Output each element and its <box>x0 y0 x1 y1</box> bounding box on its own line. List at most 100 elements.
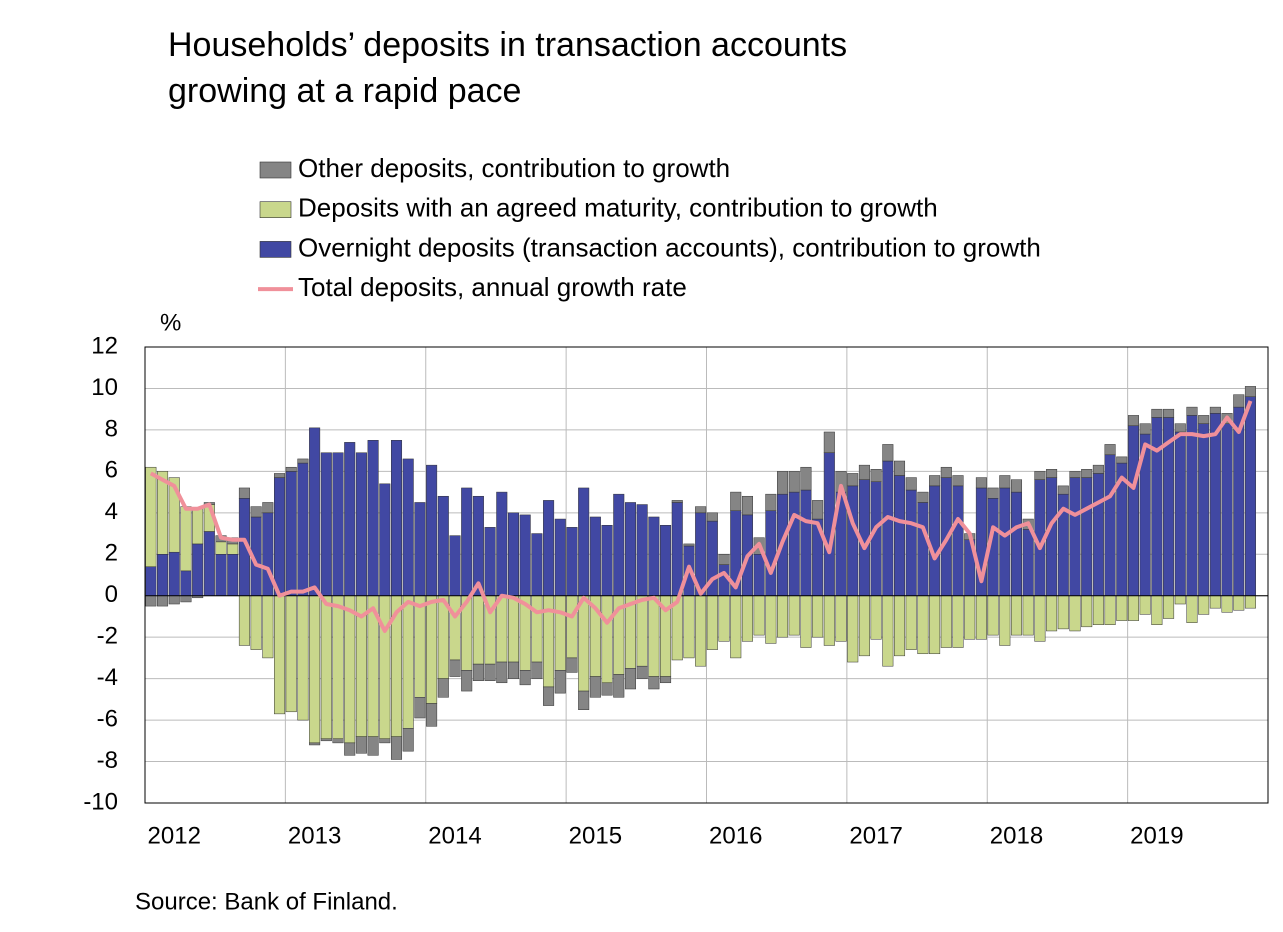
bar <box>461 670 473 692</box>
bar <box>355 736 367 754</box>
bar <box>1104 454 1116 596</box>
bar <box>157 471 169 555</box>
bar <box>1057 595 1069 630</box>
bar <box>1233 595 1245 611</box>
bar <box>1209 413 1221 596</box>
bar <box>578 595 590 692</box>
bar <box>1151 595 1163 625</box>
bar <box>894 475 906 596</box>
bar <box>1010 491 1023 596</box>
bar <box>461 487 473 596</box>
bar <box>765 493 777 511</box>
bar <box>1069 471 1081 478</box>
bar <box>215 554 227 596</box>
bar <box>227 554 239 596</box>
bar <box>1151 417 1163 596</box>
bar <box>402 728 414 752</box>
bar <box>507 595 519 663</box>
bar <box>788 491 800 596</box>
bar <box>1046 477 1058 596</box>
bar <box>648 516 660 596</box>
bar <box>250 595 262 650</box>
bar <box>882 444 894 462</box>
bar <box>1198 423 1210 596</box>
bar <box>437 495 449 596</box>
bar <box>1081 595 1093 628</box>
legend-label: Overnight deposits (transaction accounts… <box>298 232 1041 262</box>
bar <box>309 742 321 746</box>
bar <box>262 512 274 596</box>
bar <box>554 518 566 596</box>
bar <box>917 595 929 655</box>
bar <box>765 595 777 644</box>
bar <box>1163 595 1175 619</box>
bar <box>671 500 683 503</box>
bar <box>1092 464 1104 474</box>
bar <box>145 595 157 607</box>
bar <box>870 469 882 482</box>
bar <box>157 595 169 607</box>
bar <box>554 595 566 671</box>
bar <box>940 466 952 478</box>
bar <box>730 491 742 511</box>
bar <box>274 473 286 478</box>
bar <box>777 471 789 495</box>
bar <box>297 462 309 596</box>
y-tick-label: 6 <box>105 457 118 484</box>
bar <box>741 495 753 516</box>
bar <box>168 551 180 596</box>
bar <box>847 595 859 663</box>
bar <box>449 659 461 677</box>
bar <box>1233 394 1245 408</box>
bar <box>355 452 367 596</box>
bar <box>718 595 730 642</box>
bar <box>238 595 250 646</box>
bar <box>648 595 660 677</box>
bar <box>180 570 192 596</box>
bar <box>1116 595 1128 621</box>
bar <box>203 531 215 596</box>
bar <box>1057 485 1069 495</box>
bar <box>1174 423 1186 433</box>
bar <box>1174 595 1186 605</box>
bar <box>964 595 976 640</box>
bar <box>870 481 882 596</box>
bar <box>1034 595 1046 642</box>
bar <box>1139 595 1151 615</box>
bar <box>624 668 636 690</box>
bar <box>344 595 356 744</box>
bar <box>613 674 625 698</box>
bar <box>894 460 906 476</box>
x-tick-label: 2016 <box>709 822 762 849</box>
bar <box>847 485 859 596</box>
bar <box>1244 595 1256 609</box>
y-tick-label: 8 <box>105 415 118 442</box>
bar <box>1174 431 1186 596</box>
bar <box>753 595 765 636</box>
bar <box>812 595 824 638</box>
bar <box>1127 425 1139 596</box>
bar <box>1186 415 1198 596</box>
bar <box>1209 406 1221 414</box>
bar <box>414 595 426 698</box>
plot-frame <box>144 346 1269 804</box>
bar <box>543 686 555 706</box>
bar <box>1244 386 1256 397</box>
bar <box>1151 408 1163 418</box>
bar <box>800 466 812 491</box>
y-tick-label: -2 <box>97 623 118 650</box>
bar <box>718 554 730 565</box>
bar <box>905 477 917 491</box>
bar <box>507 661 519 679</box>
bar <box>309 427 321 596</box>
bar <box>1127 415 1139 427</box>
bar <box>683 543 695 547</box>
bar <box>999 475 1011 489</box>
bar <box>215 541 227 555</box>
bar <box>285 466 297 472</box>
y-tick-label: 12 <box>91 332 118 359</box>
bar <box>1010 595 1023 636</box>
bar <box>975 595 987 640</box>
bar <box>648 676 660 690</box>
bar <box>1010 479 1023 493</box>
